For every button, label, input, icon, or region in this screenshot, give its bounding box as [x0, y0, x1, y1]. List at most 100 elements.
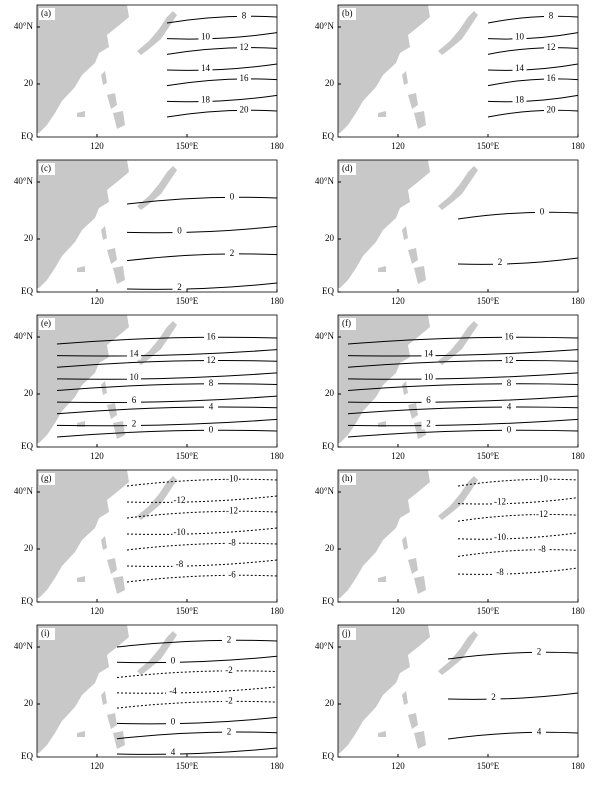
contour — [126, 574, 278, 583]
contour-label-bg — [222, 696, 236, 707]
y-tick-label: EQ — [322, 441, 334, 451]
contour-label-bg — [127, 419, 141, 430]
land — [338, 5, 430, 133]
contour-label-bg — [225, 570, 239, 581]
panel-frame — [337, 314, 579, 448]
contour-label-bg — [544, 11, 558, 22]
contour — [457, 532, 579, 540]
contour-label: 10 — [424, 372, 434, 382]
x-tick-label: 150°E — [477, 606, 500, 616]
x-tick-label: 150°E — [176, 606, 199, 616]
land — [113, 111, 125, 129]
contour — [447, 692, 579, 700]
contour-label-bg — [166, 686, 180, 697]
contour — [116, 655, 278, 664]
land — [77, 111, 85, 117]
contour-label-bg — [493, 497, 507, 508]
land — [77, 576, 85, 582]
contour — [487, 78, 579, 87]
y-tick-label: EQ — [21, 441, 33, 451]
panel-label-bg — [340, 628, 356, 640]
contour-label: 10 — [515, 32, 525, 42]
y-tick-label: 40°N — [14, 21, 34, 31]
contour-label-bg — [127, 372, 141, 383]
contour-label-bg — [535, 474, 549, 485]
x-tick-label: 150°E — [176, 761, 199, 771]
contour — [126, 527, 278, 535]
contour-label: 0 — [177, 225, 182, 235]
land — [137, 476, 177, 520]
contour-label: 16 — [240, 73, 250, 83]
contour-label-bg — [502, 425, 516, 436]
contour-label-bg — [225, 192, 239, 203]
y-tick-label: EQ — [21, 596, 33, 606]
contour-label-bg — [486, 693, 501, 703]
x-tick-label: 150°E — [176, 141, 199, 151]
contour — [126, 478, 278, 487]
panel-label-bg — [340, 473, 356, 485]
contour — [487, 63, 579, 71]
contour-label-bg — [166, 717, 180, 728]
land — [101, 226, 107, 240]
y-tick-label: 20 — [24, 78, 34, 88]
y-tick-label: 40°N — [14, 641, 34, 651]
land — [402, 691, 408, 705]
contour-label: -6 — [228, 570, 236, 580]
land — [338, 625, 430, 753]
x-tick-label: 150°E — [477, 451, 500, 461]
contour-label: 18 — [201, 94, 211, 104]
x-tick-label: 120 — [90, 606, 104, 616]
y-tick-label: 20 — [24, 698, 34, 708]
land — [113, 266, 125, 284]
contour — [56, 383, 278, 391]
x-tick-label: 120 — [90, 296, 104, 306]
contour-label: 4 — [507, 401, 512, 411]
x-tick-label: 120 — [391, 761, 405, 771]
contour — [116, 716, 278, 725]
land — [107, 713, 117, 729]
contour-label: -10 — [174, 527, 186, 537]
y-tick-label: 40°N — [315, 21, 335, 31]
panel-label: (f) — [342, 318, 351, 328]
contour — [447, 651, 579, 660]
contour-label-bg — [502, 379, 516, 389]
land — [101, 71, 107, 85]
contour-label-bg — [198, 32, 213, 43]
land — [402, 381, 408, 395]
contour — [457, 567, 579, 575]
contour-label-bg — [172, 226, 187, 237]
contour — [126, 495, 278, 503]
x-tick-label: 150°E — [477, 141, 500, 151]
y-tick-label: 40°N — [315, 331, 335, 341]
land — [408, 713, 418, 729]
contour-label: 0 — [230, 192, 235, 202]
y-tick-label: 20 — [325, 543, 335, 553]
contour — [126, 253, 278, 262]
y-tick-label: 20 — [24, 233, 34, 243]
land — [414, 731, 426, 749]
contour-label: 16 — [547, 73, 557, 83]
map-panel: -10 -12 -12 -10 -8 -8 (h) 40°N 20 EQ 120 150°E 180 — [315, 469, 585, 616]
contour — [347, 349, 579, 357]
contour — [166, 78, 278, 87]
contour — [347, 372, 579, 380]
contour-label-bg — [532, 727, 546, 738]
contour-label: 8 — [507, 378, 512, 388]
x-tick-label: 180 — [270, 451, 284, 461]
panel-label-bg — [340, 163, 356, 175]
land — [77, 266, 85, 272]
contour-label: 16 — [505, 332, 515, 342]
contour-label: 0 — [209, 425, 214, 435]
contour-label: 2 — [426, 418, 431, 428]
land — [107, 558, 117, 574]
panel-label-bg — [340, 8, 356, 20]
y-tick-label: 40°N — [315, 641, 335, 651]
contour-label-bg — [493, 532, 507, 543]
contour-label-bg — [225, 538, 239, 549]
contour — [56, 418, 278, 427]
contour — [116, 731, 278, 740]
contour — [126, 510, 278, 519]
contour-label-bg — [237, 105, 251, 116]
contour-label: 8 — [549, 11, 554, 21]
